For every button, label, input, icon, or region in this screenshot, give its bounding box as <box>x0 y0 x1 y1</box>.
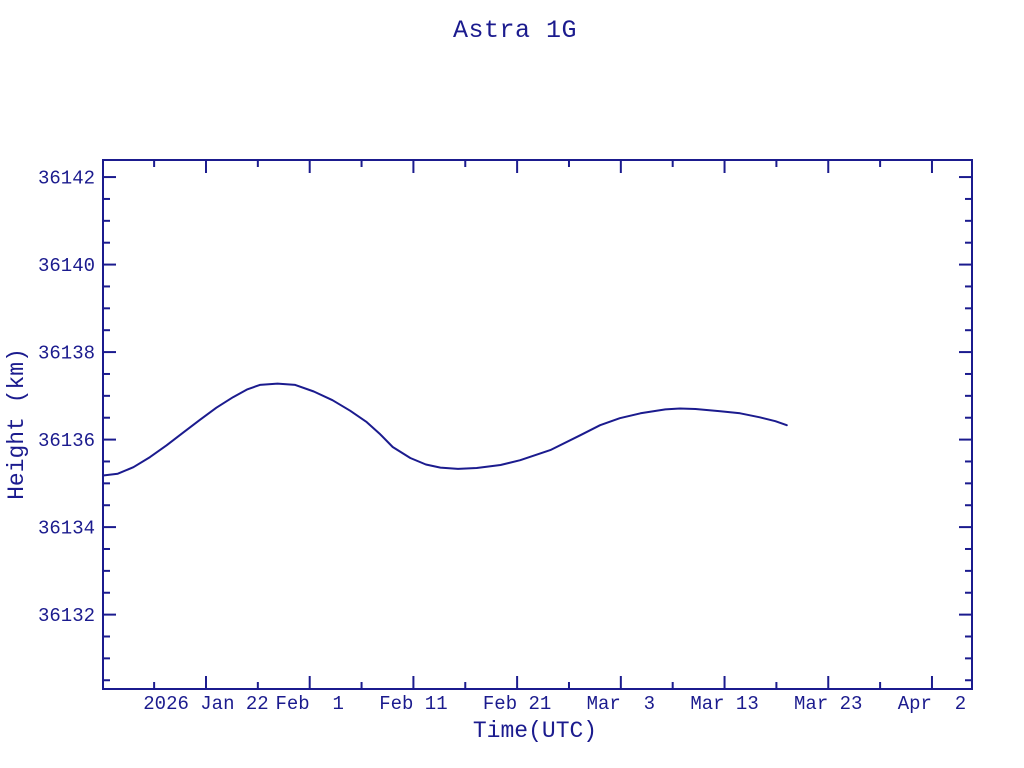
x-tick-label: 2026 Jan 22 <box>143 693 268 715</box>
chart-title: Astra 1G <box>452 16 578 45</box>
y-tick-label: 36140 <box>38 255 95 277</box>
x-axis-title: Time(UTC) <box>472 718 598 744</box>
y-tick-label: 36136 <box>38 430 95 452</box>
x-tick-label: Mar 23 <box>794 693 862 715</box>
x-tick-label: Feb 1 <box>275 693 343 715</box>
height-curve <box>102 382 788 477</box>
x-tick-label: Feb 11 <box>379 693 447 715</box>
y-tick-label: 36134 <box>38 518 95 540</box>
x-tick-label: Mar 13 <box>690 693 758 715</box>
y-tick-label: 36142 <box>38 168 95 190</box>
axis-box <box>102 159 973 690</box>
y-tick-label: 36138 <box>38 343 95 365</box>
x-tick-label: Mar 3 <box>587 693 655 715</box>
x-tick-label: Feb 21 <box>483 693 551 715</box>
x-tick-label: Apr 2 <box>898 693 966 715</box>
y-tick-label: 36132 <box>38 605 95 627</box>
